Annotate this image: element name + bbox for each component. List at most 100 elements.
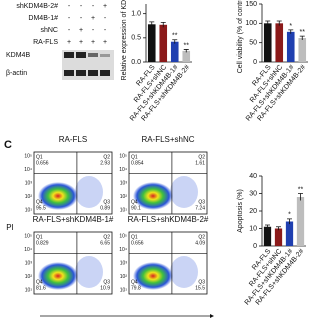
x-tick-label: RA-FLS+shKDM4B-1# <box>244 248 295 307</box>
quadrant-value: 0.656 <box>36 160 49 166</box>
y-tick-label: 10⁵ <box>119 233 127 239</box>
density-cloud <box>38 262 78 290</box>
quadrant-value: 10.9 <box>100 285 110 291</box>
quadrant-name: Q2 <box>103 154 110 160</box>
blot-sign: + <box>91 15 95 22</box>
density-cloud <box>133 182 173 210</box>
blot-row-label: DM4B-1# <box>28 15 58 22</box>
y-tick-label: 10² <box>25 274 33 280</box>
y-tick-label: 100 <box>245 20 257 27</box>
blot-band <box>88 70 98 76</box>
y-tick-label: 10¹ <box>120 287 128 293</box>
bar <box>263 23 272 62</box>
y-axis-label: Apoptosis (%) <box>237 189 244 233</box>
error-bar <box>149 21 155 27</box>
blot-sign: + <box>103 39 107 46</box>
plot-title: RA-FLS+shKDM4B-2# <box>128 215 209 224</box>
error-bar <box>172 39 178 44</box>
blot-sign: + <box>91 39 95 46</box>
quadrant-value: 7.24 <box>195 205 205 211</box>
quadrant-value: 95.5 <box>36 205 46 211</box>
blot-sign: - <box>68 3 71 10</box>
bar <box>170 41 179 62</box>
error-bar <box>265 20 271 26</box>
plot-title: RA-FLS <box>59 135 87 144</box>
blot-sign: - <box>68 15 71 22</box>
quadrant-name: Q2 <box>103 234 110 240</box>
y-tick-label: 10² <box>120 194 128 200</box>
quadrant-name: Q1 <box>131 154 138 160</box>
y-tick-label: 30 <box>249 190 257 197</box>
quadrant-name: Q4 <box>131 279 138 285</box>
significance-label: ** <box>172 33 178 40</box>
bar <box>296 197 305 246</box>
y-tick-label: 10⁵ <box>24 153 32 159</box>
band-label: β-actin <box>6 70 27 77</box>
quadrant-value: 4.09 <box>195 240 205 246</box>
y-tick-label: 10³ <box>120 260 128 266</box>
panel-label: C <box>4 139 12 151</box>
quadrant-value: 0.829 <box>36 240 49 246</box>
y-axis-label: Relative expression of KDM4B <box>121 0 128 80</box>
quadrant-name: Q1 <box>36 154 43 160</box>
plot-title: RA-FLS+shKDM4B-1# <box>33 215 114 224</box>
blot-row-label: shKDM4B-2# <box>16 3 58 10</box>
y-tick-label: 50 <box>249 40 257 47</box>
blot-sign: - <box>80 3 83 10</box>
significance-label: ** <box>184 42 190 49</box>
plot-title: RA-FLS+shNC <box>141 135 194 144</box>
quadrant-value: 0.854 <box>131 160 144 166</box>
significance-label: ** <box>300 29 306 36</box>
density-scatter <box>75 176 103 208</box>
significance-label: ** <box>298 186 304 193</box>
density-scatter <box>75 256 103 288</box>
y-tick-label: 10³ <box>25 260 33 266</box>
quadrant-value: 15.5 <box>195 285 205 291</box>
quadrant-name: Q3 <box>103 279 110 285</box>
y-tick-label: 0 <box>253 59 257 66</box>
error-bar <box>298 193 303 201</box>
quadrant-name: Q2 <box>198 154 205 160</box>
y-tick-label: 10⁴ <box>24 167 32 173</box>
blot-sign: - <box>104 27 107 34</box>
y-tick-label: 10⁴ <box>119 167 127 173</box>
error-bar <box>288 29 294 34</box>
y-tick-label: 10¹ <box>120 207 128 213</box>
blot-row-label: shNC <box>40 27 58 34</box>
blot-band <box>64 70 74 76</box>
quadrant-value: 1.61 <box>195 160 205 166</box>
significance-label: * <box>288 212 291 219</box>
blot-sign: + <box>79 39 83 46</box>
blot-sign: + <box>67 39 71 46</box>
y-tick-label: 10² <box>25 194 33 200</box>
error-bar <box>265 224 270 229</box>
y-tick-label: 10³ <box>120 180 128 186</box>
quadrant-name: Q4 <box>36 199 43 205</box>
error-bar <box>276 20 282 26</box>
y-tick-label: 150 <box>245 1 257 8</box>
y-tick-label: 10¹ <box>25 287 33 293</box>
y-tick-label: 10¹ <box>25 207 33 213</box>
density-cloud <box>38 182 78 210</box>
bar <box>286 31 295 62</box>
y-tick-label: 10⁵ <box>24 233 32 239</box>
quadrant-name: Q4 <box>131 199 138 205</box>
y-tick-label: 0.5 <box>131 35 141 42</box>
bar <box>298 38 307 62</box>
y-tick-label: 0 <box>253 243 257 250</box>
quadrant-value: 2.93 <box>100 160 110 166</box>
y-tick-label: 40 <box>249 173 257 180</box>
blot-band <box>100 54 110 57</box>
blot-sign: + <box>79 27 83 34</box>
blot-sign: - <box>92 27 95 34</box>
quadrant-name: Q3 <box>198 199 205 205</box>
y-tick-label: 20 <box>249 208 257 215</box>
quadrant-value: 6.65 <box>100 240 110 246</box>
blot-sign: - <box>80 15 83 22</box>
blot-sign: - <box>68 27 71 34</box>
y-axis-label: Cell viability (% of control) <box>237 0 244 73</box>
bar <box>263 226 272 246</box>
blot-sign: + <box>103 3 107 10</box>
